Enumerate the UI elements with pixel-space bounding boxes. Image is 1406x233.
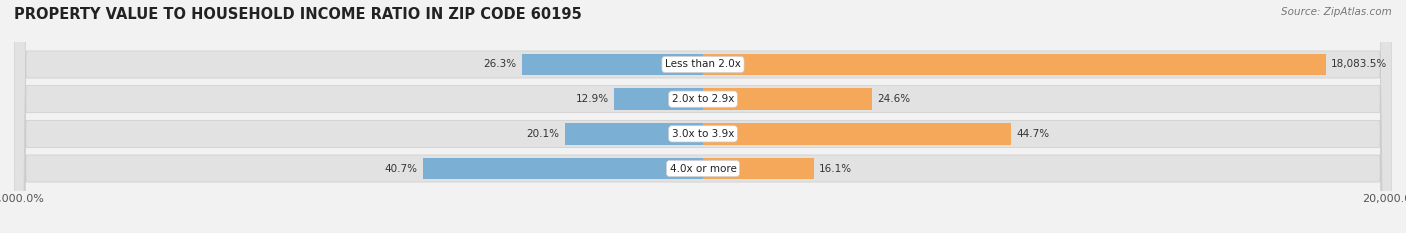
Bar xyxy=(614,88,703,110)
Text: 18,083.5%: 18,083.5% xyxy=(1331,59,1388,69)
Text: 12.9%: 12.9% xyxy=(576,94,609,104)
Bar xyxy=(565,123,703,145)
Text: 3.0x to 3.9x: 3.0x to 3.9x xyxy=(672,129,734,139)
Text: 16.1%: 16.1% xyxy=(820,164,852,174)
FancyBboxPatch shape xyxy=(14,0,1392,233)
Text: Less than 2.0x: Less than 2.0x xyxy=(665,59,741,69)
FancyBboxPatch shape xyxy=(14,0,1392,233)
Bar xyxy=(703,158,814,179)
Bar xyxy=(703,123,1011,145)
Text: 2.0x to 2.9x: 2.0x to 2.9x xyxy=(672,94,734,104)
Bar xyxy=(522,54,703,75)
FancyBboxPatch shape xyxy=(14,0,1392,233)
Bar xyxy=(703,54,1326,75)
Text: 4.0x or more: 4.0x or more xyxy=(669,164,737,174)
Text: 44.7%: 44.7% xyxy=(1017,129,1049,139)
Text: 40.7%: 40.7% xyxy=(384,164,418,174)
Bar xyxy=(423,158,703,179)
Text: Source: ZipAtlas.com: Source: ZipAtlas.com xyxy=(1281,7,1392,17)
Text: 24.6%: 24.6% xyxy=(877,94,911,104)
Text: 26.3%: 26.3% xyxy=(484,59,516,69)
Text: PROPERTY VALUE TO HOUSEHOLD INCOME RATIO IN ZIP CODE 60195: PROPERTY VALUE TO HOUSEHOLD INCOME RATIO… xyxy=(14,7,582,22)
FancyBboxPatch shape xyxy=(14,0,1392,233)
Bar xyxy=(703,88,873,110)
Text: 20.1%: 20.1% xyxy=(526,129,560,139)
